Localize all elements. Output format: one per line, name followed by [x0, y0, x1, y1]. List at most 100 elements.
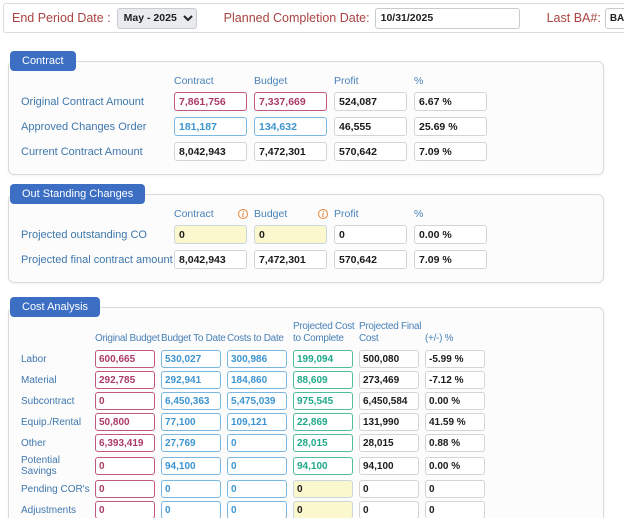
- equip-rental-proj-final-cost-input[interactable]: [359, 413, 419, 431]
- table-row: Pending COR's: [21, 480, 591, 498]
- equip-rental-costs-to-date-input[interactable]: [227, 413, 287, 431]
- approved-changes-order-percent-input[interactable]: [414, 117, 487, 136]
- subcontract-budget-to-date-input[interactable]: [161, 392, 221, 410]
- adjustments-proj-cost-complete-input[interactable]: [293, 501, 353, 518]
- labor-budget-to-date-input[interactable]: [161, 350, 221, 368]
- original-contract-amount-contract-input[interactable]: [174, 92, 247, 111]
- approved-changes-order-profit-input[interactable]: [334, 117, 407, 136]
- material-original-budget-input[interactable]: [95, 371, 155, 389]
- pending-cors-plus-minus-pct-input[interactable]: [425, 480, 485, 498]
- projected-final-contract-contract-input[interactable]: [174, 250, 247, 269]
- other-costs-to-date-input[interactable]: [227, 434, 287, 452]
- planned-completion-date-input[interactable]: [375, 8, 520, 29]
- pending-cors-costs-to-date-input[interactable]: [227, 480, 287, 498]
- current-contract-amount-percent-input[interactable]: [414, 142, 487, 161]
- original-contract-amount-budget-input[interactable]: [254, 92, 327, 111]
- original-contract-amount-percent-input[interactable]: [414, 92, 487, 111]
- current-contract-amount-budget-input[interactable]: [254, 142, 327, 161]
- equip-rental-proj-cost-complete-input[interactable]: [293, 413, 353, 431]
- current-contract-amount-contract-input[interactable]: [174, 142, 247, 161]
- table-row: Projected outstanding CO: [21, 225, 591, 244]
- adjustments-proj-final-cost-input[interactable]: [359, 501, 419, 518]
- tab-outstanding-changes[interactable]: Out Standing Changes: [10, 184, 145, 204]
- other-plus-minus-pct-input[interactable]: [425, 434, 485, 452]
- potential-savings-costs-to-date-input[interactable]: [227, 457, 287, 475]
- subcontract-proj-final-cost-input[interactable]: [359, 392, 419, 410]
- row-label-adjustments: Adjustments: [21, 505, 95, 516]
- other-original-budget-input[interactable]: [95, 434, 155, 452]
- equip-rental-original-budget-input[interactable]: [95, 413, 155, 431]
- potential-savings-original-budget-input[interactable]: [95, 457, 155, 475]
- row-label-projected-outstanding-co: Projected outstanding CO: [21, 229, 174, 241]
- end-period-select[interactable]: May - 2025: [117, 8, 197, 29]
- labor-plus-minus-pct-input[interactable]: [425, 350, 485, 368]
- projected-final-contract-profit-input[interactable]: [334, 250, 407, 269]
- projected-final-contract-budget-input[interactable]: [254, 250, 327, 269]
- potential-savings-budget-to-date-input[interactable]: [161, 457, 221, 475]
- adjustments-costs-to-date-input[interactable]: [227, 501, 287, 518]
- cost-analysis-panel: Original Budget Budget To Date Costs to …: [8, 307, 604, 518]
- tab-contract[interactable]: Contract: [10, 51, 76, 71]
- column-header-profit: Profit: [334, 75, 414, 87]
- current-contract-amount-profit-input[interactable]: [334, 142, 407, 161]
- adjustments-budget-to-date-input[interactable]: [161, 501, 221, 518]
- contract-section: Contract Contract Budget Profit % Origin…: [8, 51, 604, 175]
- labor-original-budget-input[interactable]: [95, 350, 155, 368]
- pending-cors-original-budget-input[interactable]: [95, 480, 155, 498]
- subcontract-proj-cost-complete-input[interactable]: [293, 392, 353, 410]
- subcontract-plus-minus-pct-input[interactable]: [425, 392, 485, 410]
- tab-cost-analysis[interactable]: Cost Analysis: [10, 297, 100, 317]
- pending-cors-proj-final-cost-input[interactable]: [359, 480, 419, 498]
- material-proj-cost-complete-input[interactable]: [293, 371, 353, 389]
- potential-savings-proj-final-cost-input[interactable]: [359, 457, 419, 475]
- equip-rental-plus-minus-pct-input[interactable]: [425, 413, 485, 431]
- table-row: Subcontract: [21, 392, 591, 410]
- top-bar: End Period Date : May - 2025 Planned Com…: [3, 3, 624, 33]
- projected-outstanding-co-profit-input[interactable]: [334, 225, 407, 244]
- last-ba-input[interactable]: [605, 8, 624, 29]
- table-row: Adjustments: [21, 501, 591, 518]
- subcontract-original-budget-input[interactable]: [95, 392, 155, 410]
- row-label-original-contract-amount: Original Contract Amount: [21, 96, 174, 108]
- equip-rental-budget-to-date-input[interactable]: [161, 413, 221, 431]
- contract-header-row: Contract Budget Profit %: [21, 75, 591, 87]
- material-plus-minus-pct-input[interactable]: [425, 371, 485, 389]
- last-ba-label: Last BA#:: [547, 11, 601, 25]
- labor-costs-to-date-input[interactable]: [227, 350, 287, 368]
- other-budget-to-date-input[interactable]: [161, 434, 221, 452]
- column-header-plus-minus-percent: (+/-) %: [425, 333, 491, 345]
- material-proj-final-cost-input[interactable]: [359, 371, 419, 389]
- other-proj-cost-complete-input[interactable]: [293, 434, 353, 452]
- contract-panel: Contract Budget Profit % Original Contra…: [8, 61, 604, 175]
- column-header-costs-to-date: Costs to Date: [227, 333, 293, 345]
- potential-savings-proj-cost-complete-input[interactable]: [293, 457, 353, 475]
- row-label-material: Material: [21, 375, 95, 386]
- material-costs-to-date-input[interactable]: [227, 371, 287, 389]
- material-budget-to-date-input[interactable]: [161, 371, 221, 389]
- adjustments-plus-minus-pct-input[interactable]: [425, 501, 485, 518]
- projected-outstanding-co-budget-input[interactable]: [254, 225, 327, 244]
- column-header-budget: Budget: [254, 75, 334, 87]
- projected-outstanding-co-percent-input[interactable]: [414, 225, 487, 244]
- labor-proj-cost-complete-input[interactable]: [293, 350, 353, 368]
- info-icon[interactable]: i: [238, 209, 248, 219]
- projected-outstanding-co-contract-input[interactable]: [174, 225, 247, 244]
- approved-changes-order-contract-input[interactable]: [174, 117, 247, 136]
- subcontract-costs-to-date-input[interactable]: [227, 392, 287, 410]
- potential-savings-plus-minus-pct-input[interactable]: [425, 457, 485, 475]
- other-proj-final-cost-input[interactable]: [359, 434, 419, 452]
- labor-proj-final-cost-input[interactable]: [359, 350, 419, 368]
- column-header-percent: %: [414, 208, 494, 220]
- row-label-projected-final-contract-amount: Projected final contract amount: [21, 254, 174, 266]
- pending-cors-proj-cost-complete-input[interactable]: [293, 480, 353, 498]
- original-contract-amount-profit-input[interactable]: [334, 92, 407, 111]
- row-label-pending-cors: Pending COR's: [21, 484, 95, 495]
- info-icon[interactable]: i: [318, 209, 328, 219]
- outstanding-changes-panel: Contracti Budgeti Profit % Projected out…: [8, 194, 604, 283]
- table-row: Projected final contract amount: [21, 250, 591, 269]
- projected-final-contract-percent-input[interactable]: [414, 250, 487, 269]
- pending-cors-budget-to-date-input[interactable]: [161, 480, 221, 498]
- approved-changes-order-budget-input[interactable]: [254, 117, 327, 136]
- row-label-labor: Labor: [21, 354, 95, 365]
- adjustments-original-budget-input[interactable]: [95, 501, 155, 518]
